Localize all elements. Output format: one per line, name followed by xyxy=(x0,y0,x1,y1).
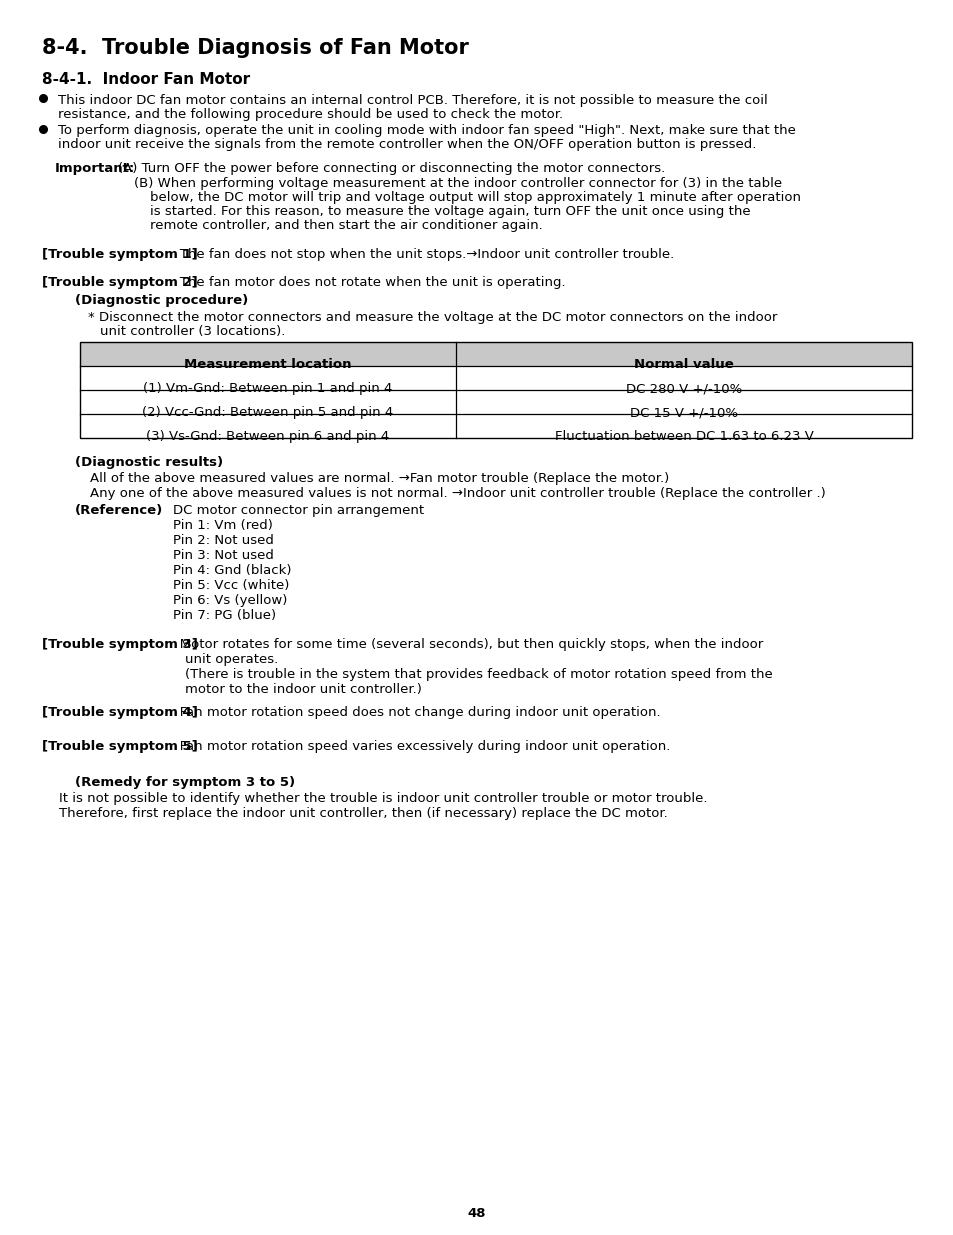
Text: (2) Vcc-Gnd: Between pin 5 and pin 4: (2) Vcc-Gnd: Between pin 5 and pin 4 xyxy=(142,406,394,419)
Text: * Disconnect the motor connectors and measure the voltage at the DC motor connec: * Disconnect the motor connectors and me… xyxy=(88,311,777,324)
Text: Pin 6: Vs (yellow): Pin 6: Vs (yellow) xyxy=(172,594,287,606)
Text: (B) When performing voltage measurement at the indoor controller connector for (: (B) When performing voltage measurement … xyxy=(133,177,781,190)
Text: (3) Vs-Gnd: Between pin 6 and pin 4: (3) Vs-Gnd: Between pin 6 and pin 4 xyxy=(146,430,389,443)
Text: The fan does not stop when the unit stops.→Indoor unit controller trouble.: The fan does not stop when the unit stop… xyxy=(167,248,674,261)
Text: Pin 4: Gnd (black): Pin 4: Gnd (black) xyxy=(172,564,292,577)
Text: (Reference): (Reference) xyxy=(75,504,163,517)
Text: Pin 7: PG (blue): Pin 7: PG (blue) xyxy=(172,609,275,622)
Text: resistance, and the following procedure should be used to check the motor.: resistance, and the following procedure … xyxy=(58,107,562,121)
Text: 8-4.  Trouble Diagnosis of Fan Motor: 8-4. Trouble Diagnosis of Fan Motor xyxy=(42,38,468,58)
Text: Any one of the above measured values is not normal. →Indoor unit controller trou: Any one of the above measured values is … xyxy=(90,487,825,500)
Text: Normal value: Normal value xyxy=(634,358,733,370)
Text: (A) Turn OFF the power before connecting or disconnecting the motor connectors.: (A) Turn OFF the power before connecting… xyxy=(118,162,664,175)
Text: (Diagnostic procedure): (Diagnostic procedure) xyxy=(75,294,248,308)
Text: Therefore, first replace the indoor unit controller, then (if necessary) replace: Therefore, first replace the indoor unit… xyxy=(59,806,667,820)
Text: Measurement location: Measurement location xyxy=(184,358,352,370)
Text: (Diagnostic results): (Diagnostic results) xyxy=(75,456,223,469)
Text: (Remedy for symptom 3 to 5): (Remedy for symptom 3 to 5) xyxy=(75,776,294,789)
Text: Important:: Important: xyxy=(55,162,135,175)
Text: To perform diagnosis, operate the unit in cooling mode with indoor fan speed "Hi: To perform diagnosis, operate the unit i… xyxy=(58,124,795,137)
Text: Pin 5: Vcc (white): Pin 5: Vcc (white) xyxy=(172,579,289,592)
Text: [Trouble symptom 5]: [Trouble symptom 5] xyxy=(42,740,197,753)
Text: unit controller (3 locations).: unit controller (3 locations). xyxy=(100,325,285,338)
Text: Fan motor rotation speed does not change during indoor unit operation.: Fan motor rotation speed does not change… xyxy=(167,706,659,719)
Text: indoor unit receive the signals from the remote controller when the ON/OFF opera: indoor unit receive the signals from the… xyxy=(58,138,756,151)
Text: This indoor DC fan motor contains an internal control PCB. Therefore, it is not : This indoor DC fan motor contains an int… xyxy=(58,94,767,107)
Text: Pin 3: Not used: Pin 3: Not used xyxy=(172,550,274,562)
Text: 8-4-1.  Indoor Fan Motor: 8-4-1. Indoor Fan Motor xyxy=(42,72,250,86)
Text: 48: 48 xyxy=(467,1207,486,1220)
Text: (1) Vm-Gnd: Between pin 1 and pin 4: (1) Vm-Gnd: Between pin 1 and pin 4 xyxy=(143,382,393,395)
Text: Pin 1: Vm (red): Pin 1: Vm (red) xyxy=(172,519,273,532)
Text: [Trouble symptom 1]: [Trouble symptom 1] xyxy=(42,248,197,261)
Text: It is not possible to identify whether the trouble is indoor unit controller tro: It is not possible to identify whether t… xyxy=(59,792,707,805)
Text: [Trouble symptom 2]: [Trouble symptom 2] xyxy=(42,275,197,289)
Text: remote controller, and then start the air conditioner again.: remote controller, and then start the ai… xyxy=(150,219,542,232)
Text: DC 15 V +/-10%: DC 15 V +/-10% xyxy=(629,406,738,419)
Text: Fan motor rotation speed varies excessively during indoor unit operation.: Fan motor rotation speed varies excessiv… xyxy=(167,740,670,753)
Text: Motor rotates for some time (several seconds), but then quickly stops, when the : Motor rotates for some time (several sec… xyxy=(167,638,762,651)
Text: [Trouble symptom 3]: [Trouble symptom 3] xyxy=(42,638,197,651)
Text: DC 280 V +/-10%: DC 280 V +/-10% xyxy=(625,382,741,395)
Text: (There is trouble in the system that provides feedback of motor rotation speed f: (There is trouble in the system that pro… xyxy=(185,668,772,680)
Text: Fluctuation between DC 1.63 to 6.23 V: Fluctuation between DC 1.63 to 6.23 V xyxy=(554,430,813,443)
Text: motor to the indoor unit controller.): motor to the indoor unit controller.) xyxy=(185,683,421,697)
Bar xyxy=(80,342,911,438)
Text: The fan motor does not rotate when the unit is operating.: The fan motor does not rotate when the u… xyxy=(167,275,565,289)
Text: is started. For this reason, to measure the voltage again, turn OFF the unit onc: is started. For this reason, to measure … xyxy=(150,205,750,219)
Text: Pin 2: Not used: Pin 2: Not used xyxy=(172,534,274,547)
Bar xyxy=(80,342,911,366)
Text: below, the DC motor will trip and voltage output will stop approximately 1 minut: below, the DC motor will trip and voltag… xyxy=(150,191,801,204)
Text: [Trouble symptom 4]: [Trouble symptom 4] xyxy=(42,706,197,719)
Text: All of the above measured values are normal. →Fan motor trouble (Replace the mot: All of the above measured values are nor… xyxy=(90,472,669,485)
Text: DC motor connector pin arrangement: DC motor connector pin arrangement xyxy=(172,504,424,517)
Text: unit operates.: unit operates. xyxy=(185,653,278,666)
